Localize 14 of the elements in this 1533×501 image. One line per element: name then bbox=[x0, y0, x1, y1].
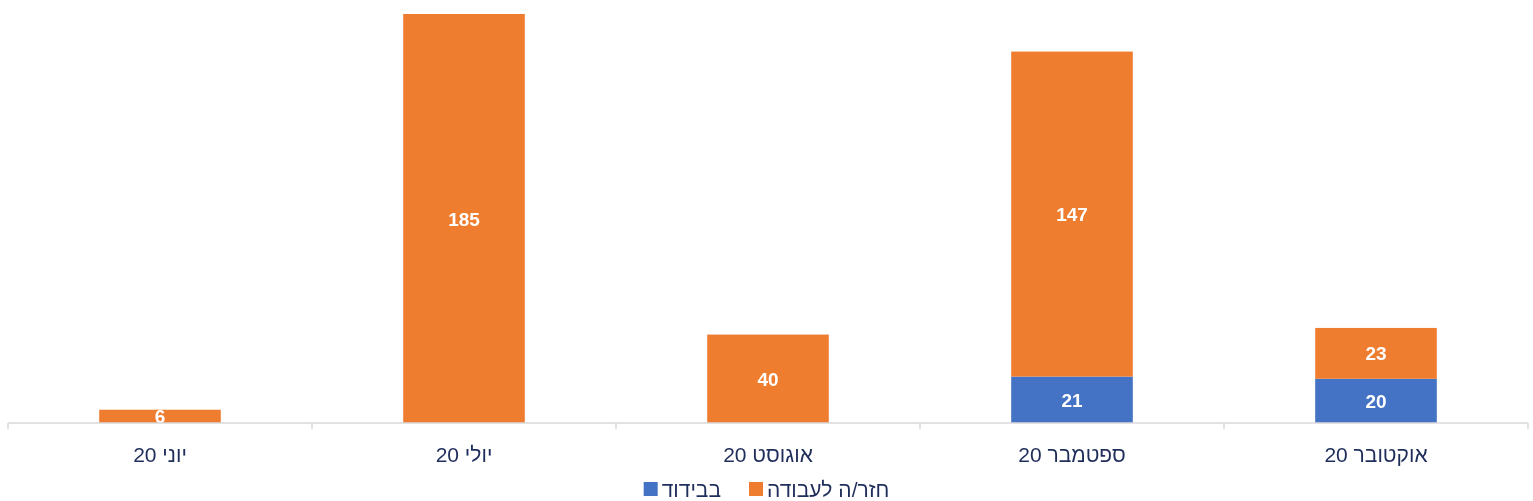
data-label: 21 bbox=[1061, 389, 1083, 411]
data-label: 23 bbox=[1365, 343, 1387, 365]
data-label: 40 bbox=[757, 368, 779, 390]
data-label: 185 bbox=[448, 208, 481, 230]
x-tick-label: אוקטובר 20 bbox=[1324, 443, 1428, 466]
data-label: 147 bbox=[1056, 204, 1088, 226]
legend-label: בבידוד bbox=[661, 478, 722, 501]
x-tick-label: יוני 20 bbox=[133, 443, 187, 466]
x-tick-label: ספטמבר 20 bbox=[1018, 443, 1126, 466]
x-tick-label: יולי 20 bbox=[435, 443, 493, 466]
data-label: 20 bbox=[1365, 390, 1387, 412]
data-label: 6 bbox=[154, 406, 166, 428]
x-tick-label: אוגוסט 20 bbox=[723, 443, 813, 466]
legend-label: חזר/ה לעבודה bbox=[767, 478, 890, 501]
